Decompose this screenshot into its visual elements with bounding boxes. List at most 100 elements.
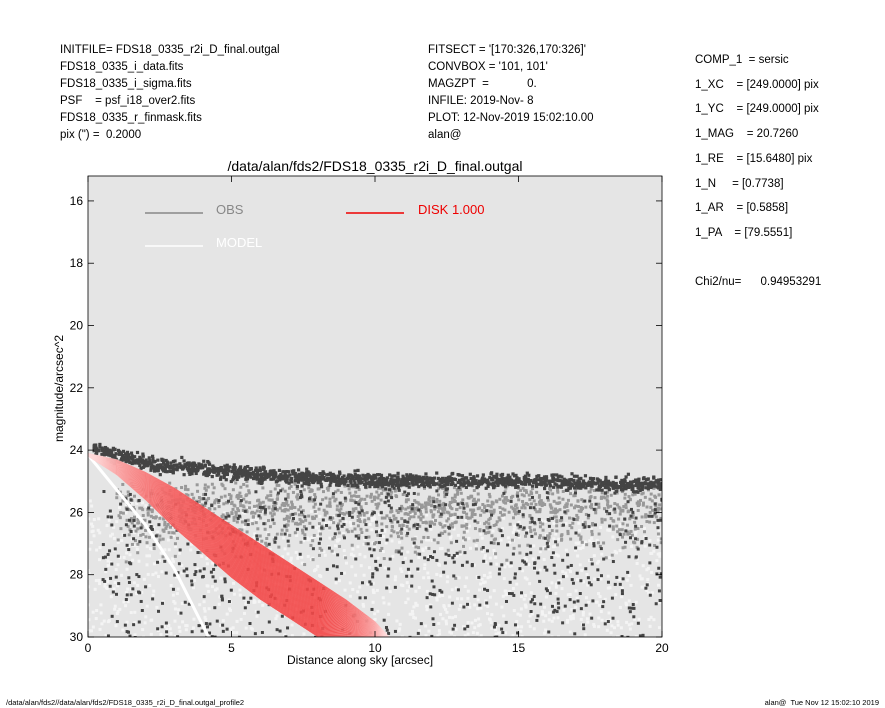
scatter-point xyxy=(327,546,331,550)
scatter-point xyxy=(488,571,492,575)
scatter-point xyxy=(208,622,212,626)
scatter-point xyxy=(453,512,457,516)
scatter-point xyxy=(160,625,164,629)
scatter-point xyxy=(594,511,598,515)
obs-point xyxy=(224,478,228,482)
scatter-point xyxy=(546,635,550,637)
scatter-point xyxy=(397,629,401,633)
scatter-point xyxy=(399,583,403,587)
scatter-point xyxy=(622,532,626,536)
obs-point xyxy=(415,479,420,484)
scatter-point xyxy=(312,505,316,509)
obs-point xyxy=(211,464,215,468)
scatter-point xyxy=(343,496,347,500)
scatter-point xyxy=(494,647,497,650)
scatter-point xyxy=(574,654,577,657)
scatter-point xyxy=(327,521,331,525)
obs-point xyxy=(407,475,411,479)
scatter-point xyxy=(221,513,225,517)
scatter-point xyxy=(423,501,427,505)
scatter-point xyxy=(616,620,620,624)
scatter-point xyxy=(139,599,143,603)
scatter-point xyxy=(300,528,304,532)
scatter-point xyxy=(358,596,362,600)
scatter-point xyxy=(600,495,604,499)
scatter-point xyxy=(517,509,521,513)
scatter-point xyxy=(571,581,575,585)
scatter-point xyxy=(609,631,613,635)
obs-point xyxy=(121,449,126,453)
y-tick-label: 24 xyxy=(70,443,84,457)
scatter-point xyxy=(580,540,584,544)
scatter-point xyxy=(113,604,117,608)
scatter-point xyxy=(88,568,90,572)
scatter-point xyxy=(317,507,321,511)
scatter-point xyxy=(536,614,540,618)
scatter-point xyxy=(588,499,592,503)
scatter-point xyxy=(98,531,102,535)
scatter-point xyxy=(138,506,142,510)
scatter-point xyxy=(444,503,448,507)
obs-point xyxy=(568,478,572,482)
scatter-point xyxy=(186,493,190,497)
obs-point xyxy=(396,486,401,490)
scatter-point xyxy=(574,589,578,593)
scatter-point xyxy=(390,529,394,533)
obs-point xyxy=(551,475,555,479)
obs-point xyxy=(603,491,608,495)
scatter-point xyxy=(406,492,410,496)
scatter-point xyxy=(589,558,593,562)
scatter-point xyxy=(331,537,335,541)
scatter-point xyxy=(168,525,172,529)
scatter-point xyxy=(439,523,443,527)
scatter-point xyxy=(370,499,374,503)
scatter-point xyxy=(532,521,536,525)
scatter-point xyxy=(590,529,594,533)
scatter-point xyxy=(579,509,583,513)
obs-point xyxy=(428,477,432,481)
scatter-point xyxy=(488,495,492,499)
scatter-point xyxy=(182,569,186,573)
scatter-point xyxy=(581,610,585,614)
scatter-point xyxy=(510,505,514,509)
scatter-point xyxy=(450,601,454,605)
scatter-point xyxy=(546,534,550,538)
scatter-point xyxy=(293,512,297,516)
scatter-point xyxy=(656,518,660,522)
scatter-point xyxy=(253,511,257,515)
scatter-point xyxy=(268,547,272,551)
scatter-point xyxy=(597,616,601,620)
scatter-point xyxy=(341,532,345,536)
scatter-point xyxy=(356,524,360,528)
scatter-point xyxy=(582,627,586,631)
scatter-point xyxy=(92,534,96,538)
obs-point xyxy=(210,469,214,473)
scatter-point xyxy=(598,544,602,548)
obs-point xyxy=(514,485,518,490)
scatter-point xyxy=(646,566,650,570)
scatter-point xyxy=(577,533,581,537)
obs-point xyxy=(614,489,618,493)
scatter-point xyxy=(317,639,320,642)
scatter-point xyxy=(613,502,617,506)
scatter-point xyxy=(550,556,554,560)
scatter-point xyxy=(422,486,426,490)
obs-point xyxy=(385,479,389,484)
obs-point xyxy=(222,473,226,477)
scatter-point xyxy=(552,616,556,620)
obs-point xyxy=(382,481,387,485)
scatter-point xyxy=(548,532,552,536)
scatter-point xyxy=(91,529,95,533)
scatter-point xyxy=(658,599,662,603)
scatter-point xyxy=(440,647,443,650)
scatter-point xyxy=(384,541,388,545)
scatter-point xyxy=(437,503,441,507)
obs-point xyxy=(147,456,151,460)
obs-point xyxy=(337,477,341,481)
obs-point xyxy=(235,473,240,477)
scatter-point xyxy=(152,547,156,551)
scatter-point xyxy=(566,509,570,513)
scatter-point xyxy=(621,665,624,668)
obs-point xyxy=(355,474,359,478)
scatter-point xyxy=(507,510,511,514)
